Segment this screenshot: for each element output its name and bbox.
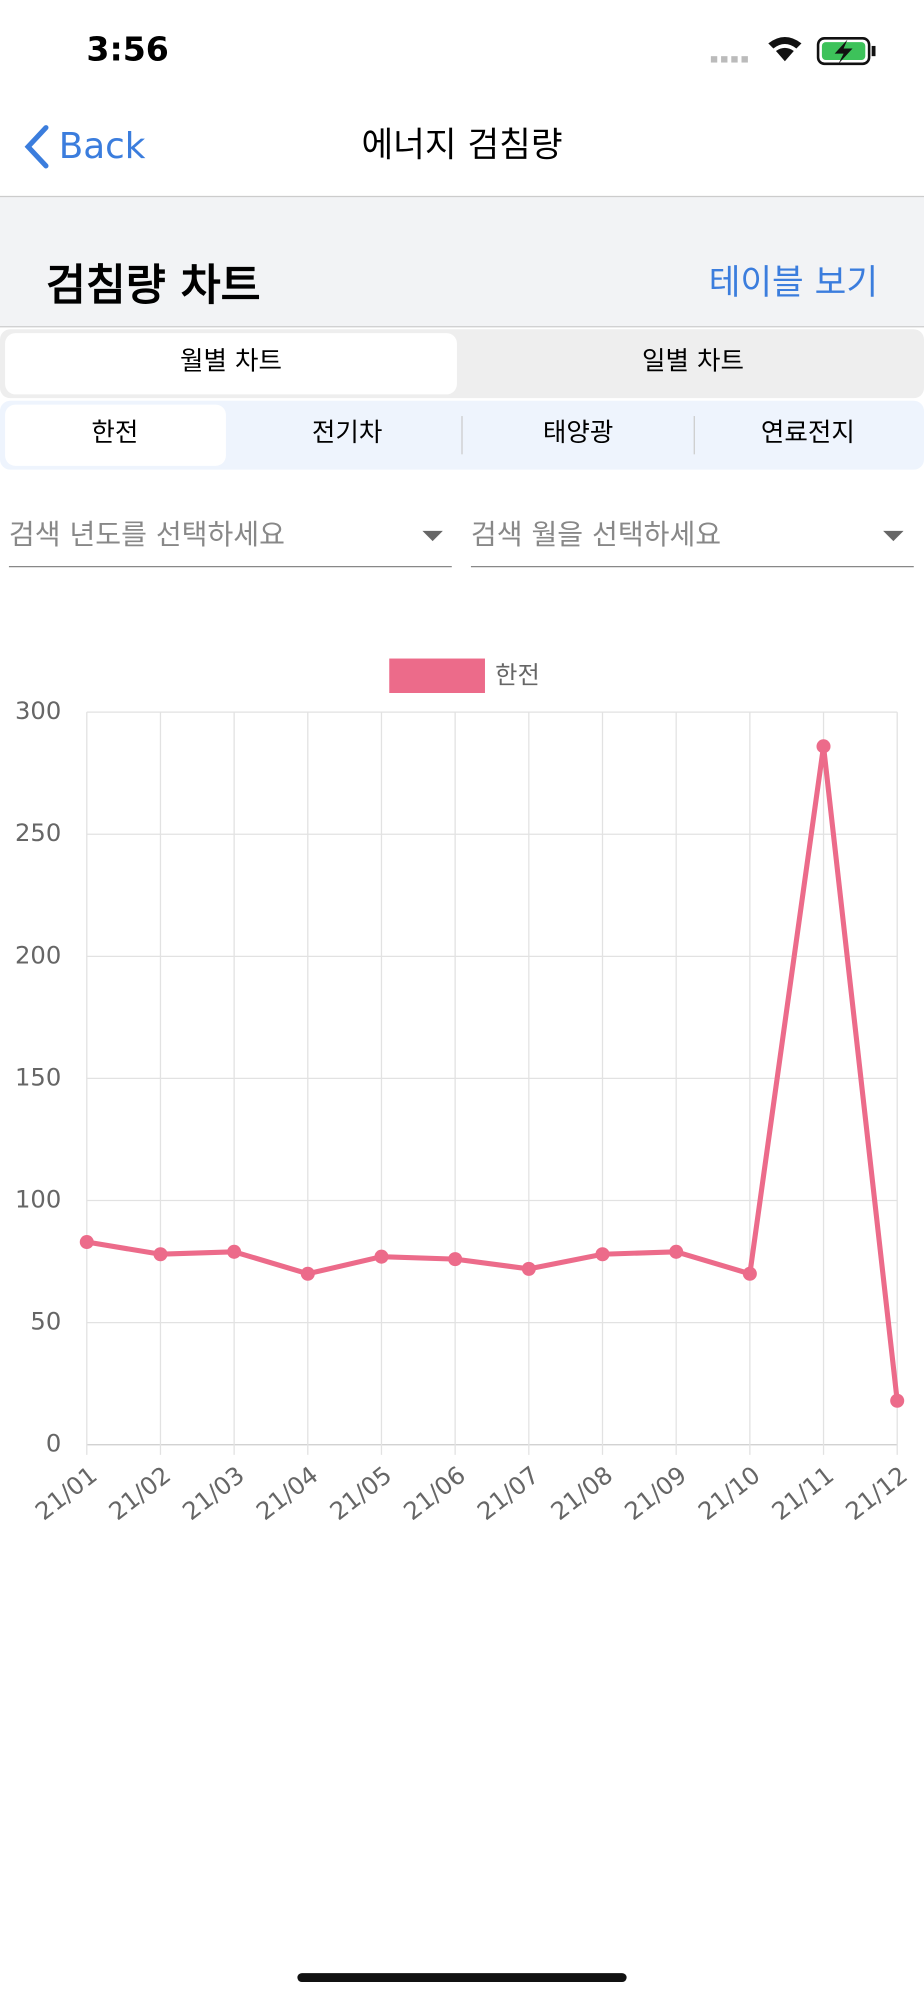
nav-title: 에너지 검침량: [361, 125, 562, 165]
data-point: [595, 1247, 610, 1262]
y-tick-label: 300: [15, 696, 61, 725]
data-point: [816, 739, 831, 754]
y-tick-label: 50: [30, 1307, 61, 1336]
y-tick-label: 250: [15, 818, 61, 847]
header-band: [0, 196, 924, 327]
data-point: [153, 1247, 168, 1262]
data-point: [890, 1393, 905, 1408]
y-tick-label: 150: [15, 1062, 61, 1091]
tab[interactable]: 일별 차트: [642, 346, 744, 376]
x-tick-label: 21/01: [30, 1460, 103, 1526]
dropdown-arrow: [883, 530, 904, 542]
x-tick-label: 21/08: [545, 1460, 618, 1526]
legend-label: 한전: [495, 660, 540, 689]
back-button[interactable]: Back: [59, 126, 146, 167]
source-selected: [5, 404, 226, 466]
x-tick-label: 21/05: [324, 1460, 397, 1526]
x-tick-label: 21/09: [619, 1460, 692, 1526]
x-tick-label: 21/07: [472, 1460, 545, 1526]
legend-swatch: [389, 658, 485, 693]
x-tick-label: 21/04: [251, 1460, 324, 1526]
series-line: [86, 745, 900, 1402]
data-point: [79, 1235, 94, 1250]
data-point: [742, 1266, 757, 1281]
table-link[interactable]: 테이블 보기: [709, 263, 878, 303]
data-point: [374, 1249, 389, 1264]
x-tick-label: 21/10: [693, 1460, 766, 1526]
x-tick-label: 21/12: [840, 1460, 913, 1526]
data-point: [227, 1244, 242, 1259]
data-point: [669, 1244, 684, 1259]
source-tab[interactable]: 한전: [91, 418, 138, 448]
dropdown-arrow: [422, 530, 443, 542]
data-point: [448, 1252, 463, 1267]
x-tick-label: 21/11: [766, 1460, 839, 1526]
tab-selected: [5, 333, 457, 395]
month-select[interactable]: 검색 월을 선택하세요: [471, 518, 721, 551]
source-tab[interactable]: 연료전지: [761, 418, 855, 448]
data-point: [300, 1266, 315, 1281]
section-title: 검침량 차트: [46, 261, 261, 311]
x-tick-label: 21/06: [398, 1460, 471, 1526]
status-icons: [710, 37, 876, 66]
source-tab[interactable]: 전기차: [312, 418, 382, 448]
x-tick-label: 21/03: [177, 1460, 250, 1526]
home-indicator: [297, 1973, 627, 1983]
y-tick-label: 100: [15, 1185, 61, 1214]
year-select[interactable]: 검색 년도를 선택하세요: [9, 518, 285, 551]
tab[interactable]: 월별 차트: [180, 346, 282, 376]
status-time: 3:56: [86, 30, 169, 69]
x-tick-label: 21/02: [103, 1460, 176, 1526]
data-point: [521, 1261, 536, 1276]
y-tick-label: 0: [46, 1429, 61, 1458]
y-tick-label: 200: [15, 940, 61, 969]
source-tab[interactable]: 태양광: [543, 418, 613, 448]
back-chevron[interactable]: [24, 125, 49, 169]
